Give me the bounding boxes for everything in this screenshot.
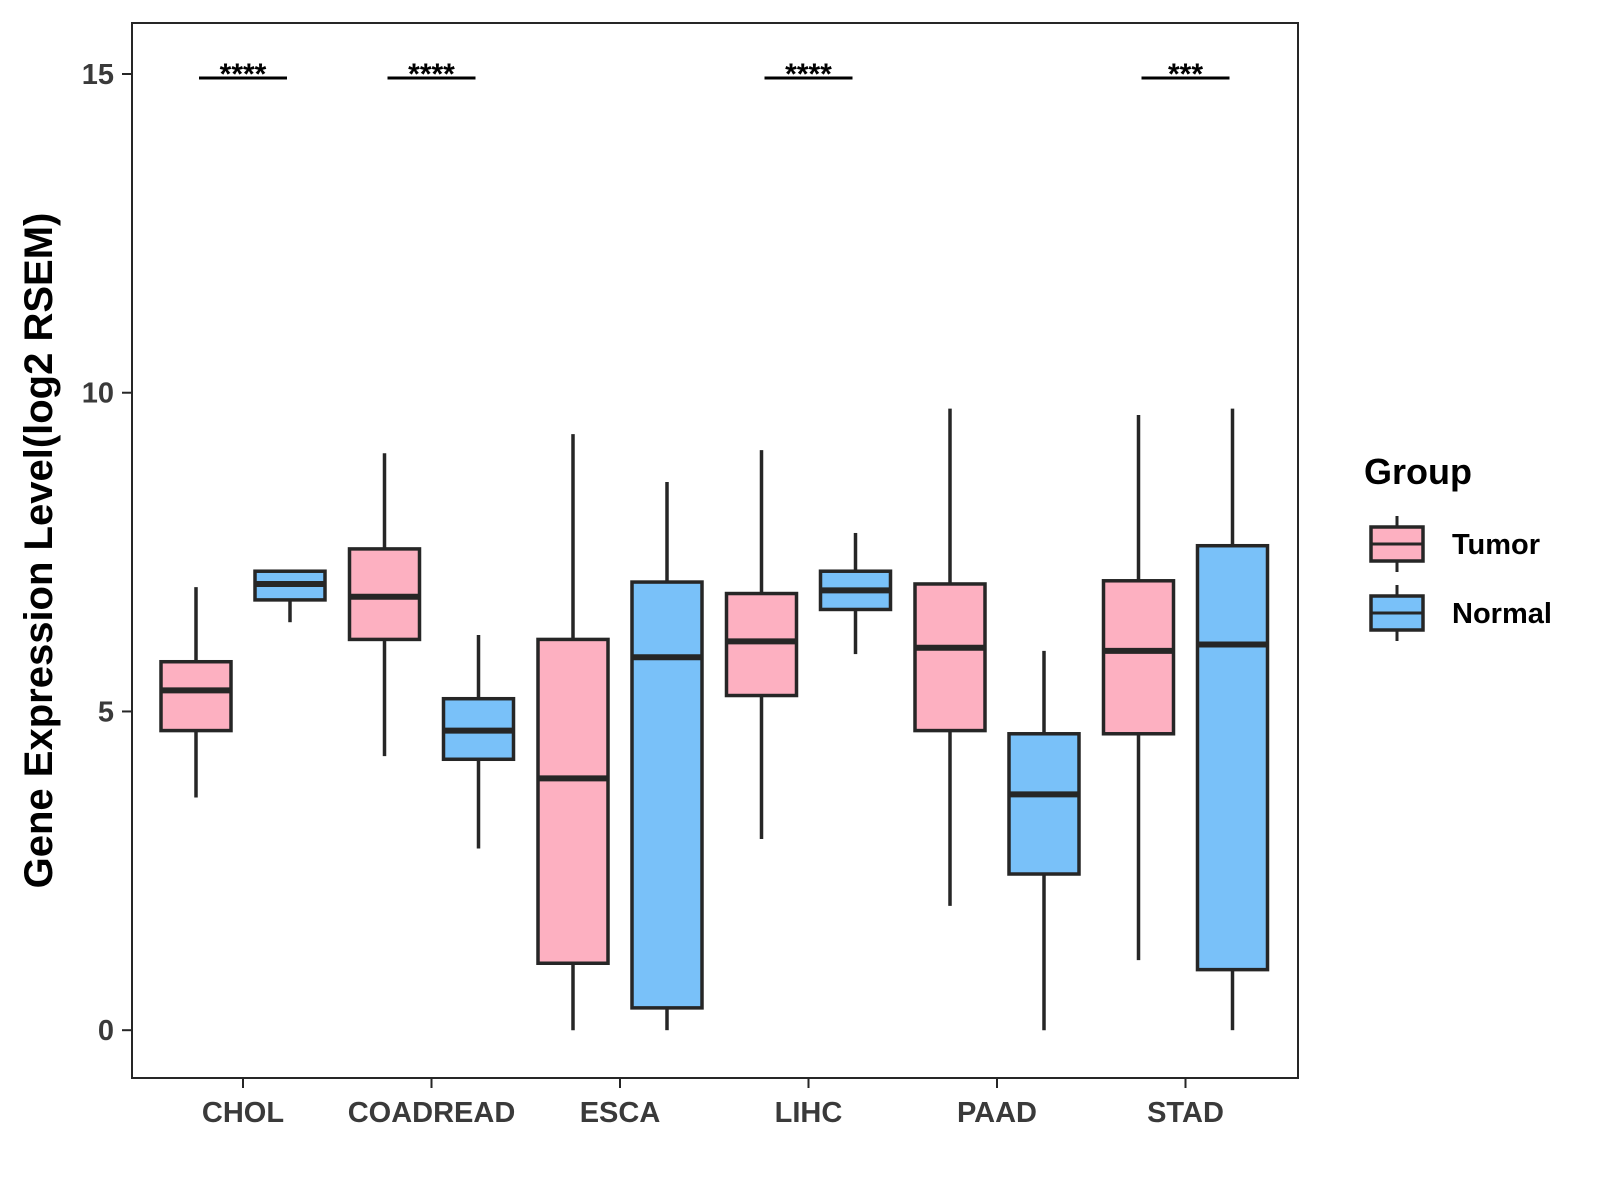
box-iqr	[630, 580, 704, 1010]
box-iqr	[1101, 579, 1176, 736]
box-normal-chol	[253, 569, 327, 623]
box-tumor-esca	[536, 434, 610, 1031]
significance-lihc: ****	[764, 58, 853, 91]
significance-coadread: ****	[387, 58, 476, 91]
significance-label: ***	[1168, 58, 1203, 91]
box-tumor-chol	[159, 587, 233, 798]
box-iqr	[913, 582, 987, 733]
plot-area: **** **** **** ***	[131, 22, 1299, 1079]
box-iqr	[1007, 732, 1081, 876]
box-iqr	[724, 591, 799, 698]
x-tick-label: CHOL	[202, 1097, 284, 1129]
significance-chol: ****	[199, 58, 287, 91]
x-tick-label: ESCA	[580, 1097, 661, 1129]
x-tick-label: PAAD	[957, 1097, 1037, 1129]
x-tick-label: LIHC	[775, 1097, 843, 1129]
significance-label: ****	[408, 58, 455, 91]
y-axis: 0 5 10 15	[82, 59, 132, 1047]
box-iqr	[1195, 543, 1270, 972]
legend-entry-tumor: Tumor	[1369, 516, 1540, 572]
box-iqr	[536, 637, 610, 966]
box-tumor-lihc	[724, 450, 799, 839]
y-axis-title: Gene Expression Level(log2 RSEM)	[17, 213, 61, 889]
plot-panel-border	[131, 22, 1299, 1079]
significance-label: ****	[785, 58, 832, 91]
y-tick-label: 15	[82, 59, 114, 91]
box-normal-paad	[1007, 650, 1081, 1031]
y-tick-label: 0	[98, 1015, 114, 1047]
legend-entry-normal: Normal	[1369, 585, 1552, 641]
x-tick-label: STAD	[1147, 1097, 1224, 1129]
box-tumor-stad	[1101, 415, 1176, 961]
box-tumor-coadread	[347, 453, 422, 757]
legend-label: Tumor	[1452, 529, 1540, 561]
y-tick-label: 5	[98, 696, 114, 728]
x-tick-label: COADREAD	[348, 1097, 516, 1129]
box-normal-lihc	[818, 532, 893, 655]
significance-label: ****	[220, 58, 267, 91]
legend-title: Group	[1364, 451, 1472, 492]
legend-label: Normal	[1452, 598, 1552, 630]
x-axis: CHOL COADREAD ESCA LIHC PAAD STAD	[202, 1078, 1224, 1129]
box-normal-stad	[1195, 408, 1270, 1031]
y-tick-label: 10	[82, 378, 114, 410]
significance-stad: ***	[1141, 58, 1230, 91]
box-iqr	[159, 659, 233, 733]
box-normal-coadread	[441, 634, 516, 849]
box-tumor-paad	[913, 408, 987, 906]
box-normal-esca	[630, 481, 704, 1031]
legend: Group Tumor Normal	[1364, 451, 1552, 641]
